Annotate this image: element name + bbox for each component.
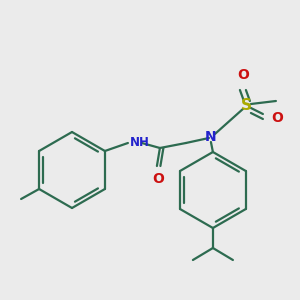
- Text: NH: NH: [130, 136, 150, 148]
- Text: O: O: [237, 68, 249, 82]
- Text: N: N: [205, 130, 217, 144]
- Text: O: O: [271, 111, 283, 125]
- Text: S: S: [240, 98, 251, 113]
- Text: O: O: [152, 172, 164, 186]
